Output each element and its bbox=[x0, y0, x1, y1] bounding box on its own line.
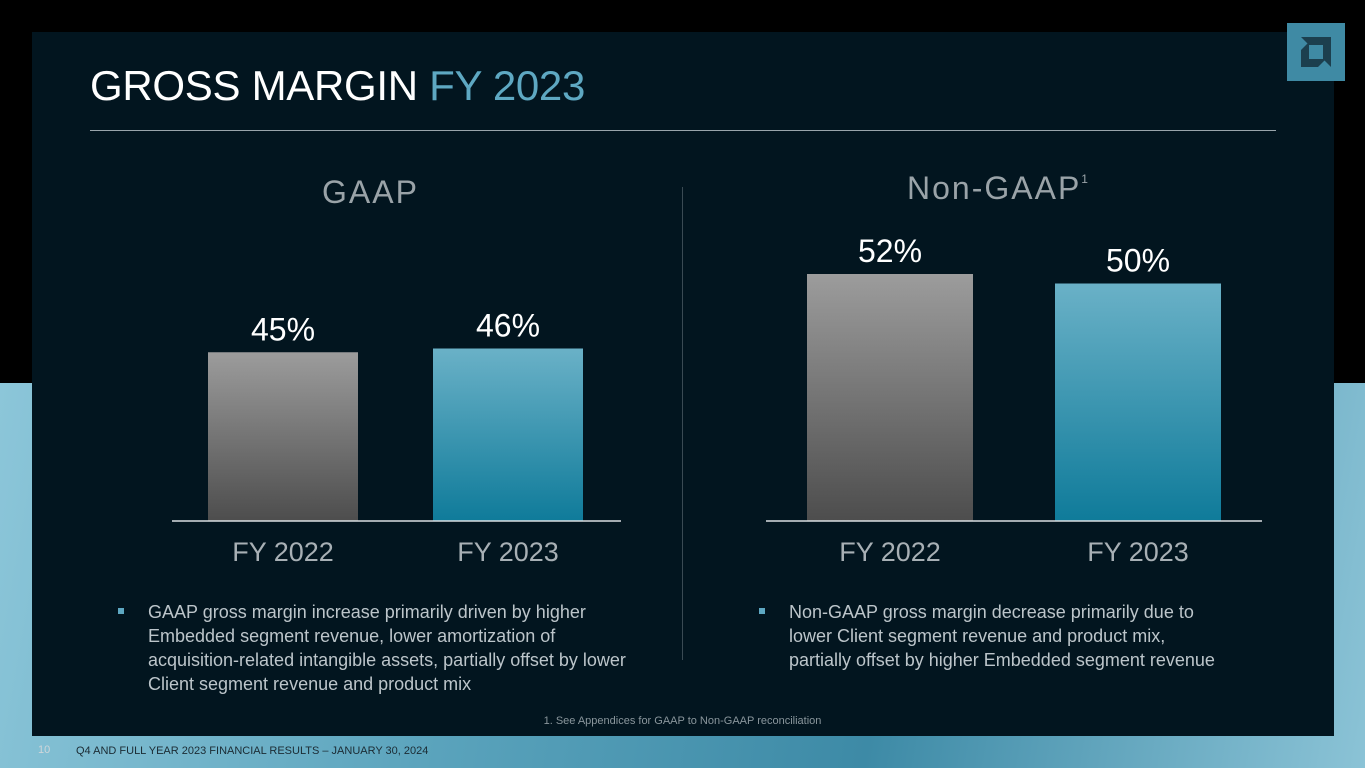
title-main: GROSS MARGIN bbox=[90, 62, 418, 109]
gaap-chart: 45% FY 2022 46% FY 2023 bbox=[172, 308, 621, 567]
page-title: GROSS MARGIN FY 2023 bbox=[90, 62, 585, 110]
page-number: 10 bbox=[38, 744, 51, 756]
gaap-bullet: GAAP gross margin increase primarily dri… bbox=[118, 600, 648, 696]
nongaap-heading-footnote-mark: 1 bbox=[1081, 172, 1088, 186]
amd-logo bbox=[1287, 23, 1345, 81]
nongaap-bullet: Non-GAAP gross margin decrease primarily… bbox=[759, 600, 1229, 672]
title-accent: FY 2023 bbox=[429, 62, 586, 109]
footer-text: Q4 AND FULL YEAR 2023 FINANCIAL RESULTS … bbox=[76, 745, 429, 757]
nongaap-category-label: FY 2022 bbox=[839, 537, 941, 567]
gaap-bar-fy-2022 bbox=[208, 352, 358, 521]
gaap-bar-fy-2023 bbox=[433, 348, 583, 521]
bullet-square-icon bbox=[118, 608, 124, 614]
gaap-category-label: FY 2022 bbox=[232, 537, 334, 567]
nongaap-heading: Non-GAAP1 bbox=[907, 170, 1088, 207]
gaap-heading: GAAP bbox=[322, 174, 419, 211]
gaap-data-label: 45% bbox=[251, 311, 315, 347]
section-divider bbox=[682, 187, 683, 660]
nongaap-chart: 52% FY 2022 50% FY 2023 bbox=[766, 233, 1262, 567]
gaap-category-label: FY 2023 bbox=[457, 537, 559, 567]
nongaap-bar-fy-2023 bbox=[1055, 283, 1221, 521]
nongaap-data-label: 50% bbox=[1106, 243, 1170, 279]
nongaap-heading-text: Non-GAAP bbox=[907, 170, 1082, 206]
nongaap-data-label: 52% bbox=[858, 233, 922, 269]
nongaap-bar-fy-2022 bbox=[807, 274, 973, 521]
gaap-data-label: 46% bbox=[476, 308, 540, 344]
footnote: 1. See Appendices for GAAP to Non-GAAP r… bbox=[543, 715, 822, 727]
nongaap-category-label: FY 2023 bbox=[1087, 537, 1189, 567]
gaap-heading-text: GAAP bbox=[322, 174, 419, 210]
amd-arrow-logo-icon bbox=[1301, 37, 1331, 67]
gaap-bullet-text: GAAP gross margin increase primarily dri… bbox=[148, 602, 626, 694]
nongaap-bullet-text: Non-GAAP gross margin decrease primarily… bbox=[789, 602, 1215, 670]
title-rule bbox=[90, 130, 1276, 131]
bullet-square-icon bbox=[759, 608, 765, 614]
